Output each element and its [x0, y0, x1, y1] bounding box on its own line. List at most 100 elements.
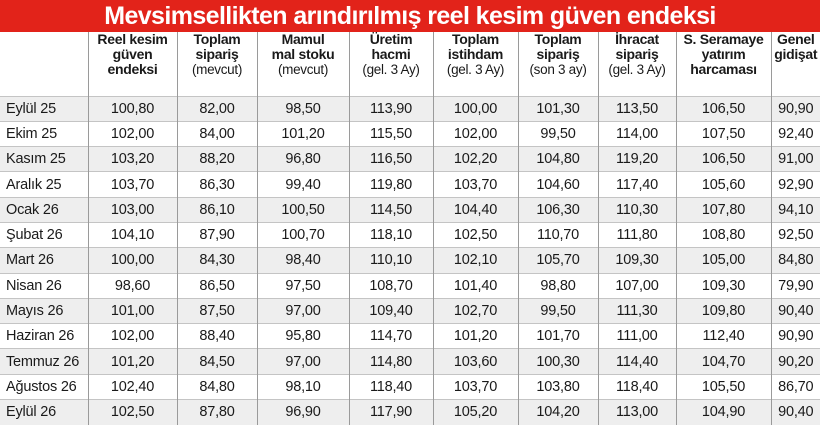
table-cell: 88,40	[177, 323, 258, 349]
table-cell: 101,70	[518, 323, 599, 349]
table-cell: 117,40	[598, 171, 677, 198]
header-label: sipariş	[536, 46, 580, 62]
header-cell: Toplam sipariş (mevcut)	[177, 32, 258, 96]
table-cell: 114,40	[598, 348, 677, 375]
table-cell: 98,60	[88, 272, 178, 299]
table-row: Mayıs 26 101,00 87,50 97,00 109,40 102,70 99,5…	[0, 297, 820, 324]
table-cell: 104,40	[433, 196, 519, 223]
table-cell: 84,00	[177, 120, 258, 147]
table-cell: 86,30	[177, 171, 258, 198]
table-cell: 111,00	[598, 323, 677, 349]
table-cell: 101,20	[433, 323, 519, 349]
table-cell: 94,10	[771, 196, 820, 223]
table-cell: 105,20	[433, 399, 519, 425]
table-cell: 109,40	[349, 297, 434, 324]
table-cell: 106,30	[518, 196, 599, 223]
table-row: Şubat 26 104,10 87,90 100,70 118,10 102,50 110…	[0, 221, 820, 248]
header-label: gidişat	[774, 46, 818, 62]
row-month-label: Eylül 26	[0, 399, 89, 425]
row-month-label: Ekim 25	[0, 120, 89, 147]
header-cell: Genel gidişat	[771, 32, 820, 96]
table-cell: 103,80	[518, 373, 599, 400]
header-label: istihdam	[447, 46, 504, 62]
table-cell: 97,00	[257, 297, 350, 324]
header-cell: Üretim hacmi (gel. 3 Ay)	[349, 32, 434, 96]
header-cell: Reel kesim güven endeksi	[88, 31, 178, 96]
table-cell: 90,40	[771, 399, 820, 425]
table-row: Nisan 26 98,60 86,50 97,50 108,70 101,40 98,80…	[0, 272, 820, 299]
table-cell: 86,50	[177, 272, 258, 299]
header-sublabel: (mevcut)	[277, 62, 329, 77]
table-cell: 101,00	[88, 297, 178, 324]
table-cell: 114,70	[349, 323, 434, 349]
table-cell: 102,20	[433, 146, 519, 172]
table-cell: 110,70	[518, 221, 599, 248]
table-cell: 111,30	[598, 297, 677, 324]
header-sublabel: (son 3 ay)	[529, 62, 587, 77]
header-label: Reel kesim	[97, 31, 168, 47]
header-label: hacmi	[371, 46, 411, 62]
table-cell: 100,00	[433, 95, 519, 122]
table-cell: 97,50	[257, 272, 350, 299]
table-cell: 98,50	[257, 95, 350, 122]
table-cell: 119,80	[349, 171, 434, 198]
table-cell: 102,40	[88, 373, 178, 400]
row-month-label: Temmuz 26	[0, 348, 89, 375]
header-label: güven	[112, 46, 153, 62]
header-sublabel: (mevcut)	[191, 62, 243, 77]
table-cell: 108,70	[349, 272, 434, 299]
table-cell: 102,10	[433, 247, 519, 274]
table-cell: 107,80	[676, 196, 772, 223]
table-cell: 105,60	[676, 171, 772, 198]
table-cell: 118,10	[349, 221, 434, 248]
table-cell: 98,10	[257, 373, 350, 400]
header-label: İhracat	[615, 31, 659, 47]
table-cell: 101,40	[433, 272, 519, 299]
row-month-label: Haziran 26	[0, 323, 89, 349]
table-cell: 82,00	[177, 95, 258, 122]
table-cell: 102,00	[88, 120, 178, 147]
table-row: Eylül 26 102,50 87,80 96,90 117,90 105,20 104,…	[0, 399, 820, 425]
row-month-label: Nisan 26	[0, 272, 89, 299]
table-cell: 103,70	[433, 171, 519, 198]
table-cell: 104,70	[676, 348, 772, 375]
table-cell: 88,20	[177, 146, 258, 172]
table-cell: 108,80	[676, 221, 772, 248]
table-cell: 100,00	[88, 247, 178, 274]
header-sublabel: (gel. 3 Ay)	[362, 62, 420, 77]
header-cell: S. Seramaye yatırım harcaması	[676, 32, 772, 96]
table-cell: 105,70	[518, 247, 599, 274]
table-cell: 118,40	[349, 373, 434, 400]
table-cell: 100,70	[257, 221, 350, 248]
row-month-label: Mart 26	[0, 247, 89, 274]
header-cell: Mamul mal stoku (mevcut)	[257, 32, 350, 96]
confidence-index-table: Reel kesim güven endeksi Toplam sipariş (mevc…	[0, 32, 820, 425]
table-cell: 90,90	[771, 95, 820, 122]
header-sublabel: (gel. 3 Ay)	[608, 62, 666, 77]
table-cell: 99,50	[518, 120, 599, 147]
table-cell: 113,00	[598, 399, 677, 425]
table-row: Ekim 25 102,00 84,00 101,20 115,50 102,00 99,5…	[0, 120, 820, 147]
table-row: Aralık 25 103,70 86,30 99,40 119,80 103,70 104…	[0, 171, 820, 198]
table-cell: 92,40	[771, 120, 820, 147]
table-cell: 104,60	[518, 171, 599, 198]
table-row: Kasım 25 103,20 88,20 96,80 116,50 102,20 104,…	[0, 146, 820, 172]
table-cell: 99,40	[257, 171, 350, 198]
table-cell: 104,90	[676, 399, 772, 425]
table-row: Haziran 26 102,00 88,40 95,80 114,70 101,20 10…	[0, 323, 820, 349]
table-row: Temmuz 26 101,20 84,50 97,00 114,80 103,60 100…	[0, 348, 820, 375]
table-cell: 91,00	[771, 146, 820, 172]
table-cell: 107,00	[598, 272, 677, 299]
table-cell: 98,40	[257, 247, 350, 274]
table-cell: 111,80	[598, 221, 677, 248]
table-cell: 92,50	[771, 221, 820, 248]
table-row: Ocak 26 103,00 86,10 100,50 114,50 104,40 106,…	[0, 196, 820, 223]
table-cell: 109,30	[598, 247, 677, 274]
table-cell: 118,40	[598, 373, 677, 400]
table-cell: 84,30	[177, 247, 258, 274]
table-cell: 87,90	[177, 221, 258, 248]
table-cell: 106,50	[676, 95, 772, 122]
header-label: harcaması	[690, 61, 757, 77]
table-cell: 104,80	[518, 146, 599, 172]
table-cell: 112,40	[676, 323, 772, 349]
